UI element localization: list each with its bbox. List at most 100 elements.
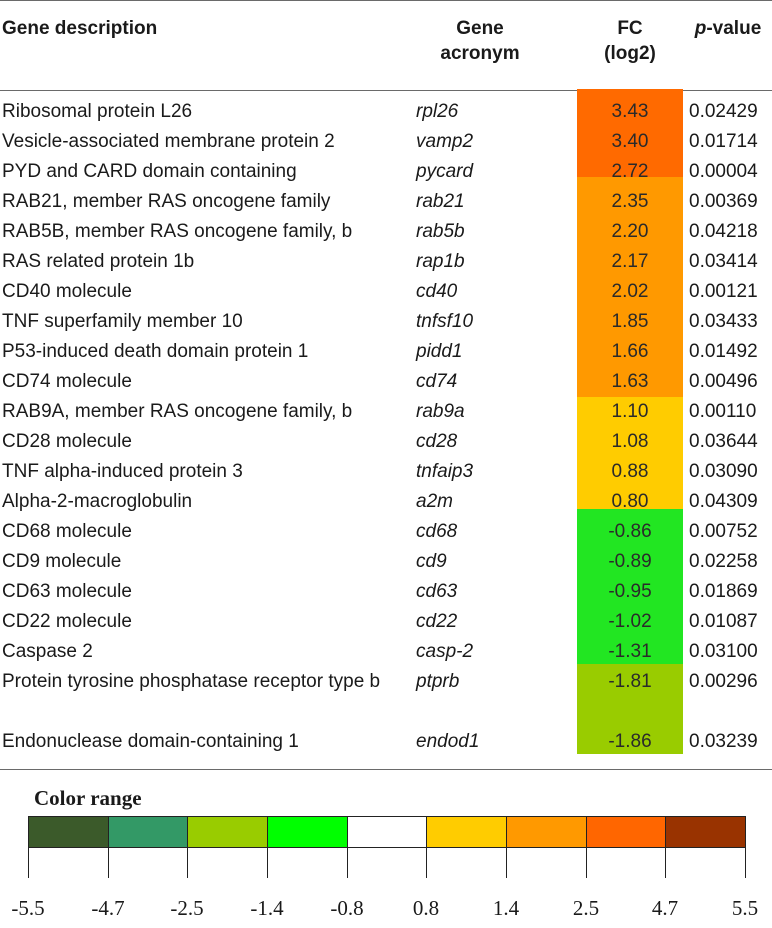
table-row: PYD and CARD domain containing pycard 2.72… [0,157,772,187]
gene-acronym-cell: tnfaip3 [416,461,474,482]
fc-value-cell: -1.31 [608,641,652,662]
legend-tick-label: -0.8 [330,896,364,920]
gene-acronym-cell: cd40 [416,281,458,302]
fc-value-cell: -1.86 [608,731,652,752]
gene-acronym-cell: pidd1 [416,341,463,362]
p-value-cell: 0.00369 [689,191,758,212]
fc-value-cell: 1.66 [611,341,649,362]
p-value-cell: 0.04309 [689,491,758,512]
table-row: CD68 molecule cd68 -0.86 0.00752 [0,517,772,547]
legend-swatch [347,817,428,847]
legend-tick-label: 4.7 [651,896,679,920]
gene-acronym-cell: a2m [416,491,453,512]
gene-description-cell: CD63 molecule [2,581,132,602]
fc-block-yellow-green [577,664,683,754]
table-row: Caspase 2 casp-2 -1.31 0.03100 [0,637,772,667]
header-gene-description: Gene description [2,16,157,41]
legend-tick-label: -4.7 [91,896,125,920]
legend-swatch [666,817,746,847]
table-row: P53-induced death domain protein 1 pidd1 1… [0,337,772,367]
header-gene-acronym: Gene acronym [400,16,560,66]
fc-value-cell: 1.10 [611,401,649,422]
legend-tick-label: 0.8 [412,896,440,920]
p-value-cell: 0.01869 [689,581,758,602]
legend-tick-line [267,848,268,878]
gene-description-cell: RAS related protein 1b [2,251,195,272]
table-row: CD22 molecule cd22 -1.02 0.01087 [0,607,772,637]
legend-tick-line [506,848,507,878]
gene-acronym-cell: cd74 [416,371,458,392]
gene-acronym-cell: cd68 [416,521,458,542]
gene-acronym-cell: rab21 [416,191,465,212]
legend-tick-label: -1.4 [250,896,284,920]
table-row: Ribosomal protein L26 rpl26 3.43 0.02429 [0,97,772,127]
fc-value-cell: 2.17 [611,251,649,272]
p-value-cell: 0.03414 [689,251,758,272]
legend-tick-line [586,848,587,878]
gene-acronym-cell: rab5b [416,221,465,242]
p-value-cell: 0.00004 [689,161,758,182]
gene-description-cell: RAB5B, member RAS oncogene family, b [2,221,353,242]
gene-acronym-cell: rap1b [416,251,465,272]
p-value-cell: 0.03644 [689,431,758,452]
fc-value-cell: -0.95 [608,581,652,602]
p-value-cell: 0.03090 [689,461,758,482]
table-row: Vesicle-associated membrane protein 2 vam… [0,127,772,157]
p-value-cell: 0.00296 [689,671,758,692]
legend-swatch [586,817,667,847]
table-row: RAB5B, member RAS oncogene family, b rab5… [0,217,772,247]
gene-description-cell: P53-induced death domain protein 1 [2,341,309,362]
legend-tick-line [28,848,29,878]
table-row: TNF alpha-induced protein 3 tnfaip3 0.88 0.… [0,457,772,487]
p-value-cell: 0.00121 [689,281,758,302]
table-row: CD9 molecule cd9 -0.89 0.02258 [0,547,772,577]
legend-swatch [427,817,508,847]
gene-description-cell: Alpha-2-macroglobulin [2,491,193,512]
p-value-cell: 0.01714 [689,131,758,152]
legend-swatch [268,817,348,847]
header-description-text: Gene description [2,18,158,39]
header-fc-line1: FC [617,18,643,39]
fc-value-cell: 0.80 [611,491,649,512]
gene-description-cell: RAB9A, member RAS oncogene family, b [2,401,353,422]
table-row: RAS related protein 1b rap1b 2.17 0.03414 [0,247,772,277]
p-value-cell: 0.01087 [689,611,758,632]
fc-value-cell: -0.89 [608,551,652,572]
gene-description-cell: CD22 molecule [2,611,132,632]
gene-acronym-cell: tnfsf10 [416,311,474,332]
fc-value-cell: -0.86 [608,521,652,542]
legend-tick-label: -2.5 [170,896,204,920]
legend-tick-line [108,848,109,878]
legend-swatch [108,817,189,847]
p-value-cell: 0.00110 [689,401,757,422]
fc-value-cell: 3.43 [611,101,649,122]
fc-value-cell: 1.63 [611,371,649,392]
gene-description-cell: Vesicle-associated membrane protein 2 [2,131,335,152]
header-p-rest: -value [706,18,762,39]
fc-block-yellow [577,397,683,509]
gene-acronym-cell: cd9 [416,551,447,572]
p-value-cell: 0.04218 [689,221,758,242]
gene-description-cell: RAB21, member RAS oncogene family [2,191,331,212]
p-value-cell: 0.03433 [689,311,758,332]
p-value-cell: 0.03239 [689,731,758,752]
legend-tick-label: 1.4 [492,896,520,920]
fc-value-cell: -1.81 [608,671,652,692]
fc-value-cell: 2.02 [611,281,649,302]
gene-acronym-cell: cd63 [416,581,458,602]
table-row: Protein tyrosine phosphatase receptor ty… [0,667,772,727]
gene-description-cell: TNF superfamily member 10 [2,311,243,332]
gene-description-cell: CD9 molecule [2,551,122,572]
gene-description-cell: CD68 molecule [2,521,132,542]
gene-description-cell: CD74 molecule [2,371,132,392]
fc-value-cell: 1.85 [611,311,649,332]
legend-tick-label: -5.5 [11,896,45,920]
legend-tick-line [187,848,188,878]
legend-swatch [29,817,109,847]
fc-value-cell: -1.02 [608,611,652,632]
header-fc-log2: FC (log2) [577,16,683,66]
header-fc-line2: (log2) [604,43,656,64]
table-bottom-rule [0,769,772,770]
fc-block-green [577,509,683,664]
table-row: Alpha-2-macroglobulin a2m 0.80 0.04309 [0,487,772,517]
